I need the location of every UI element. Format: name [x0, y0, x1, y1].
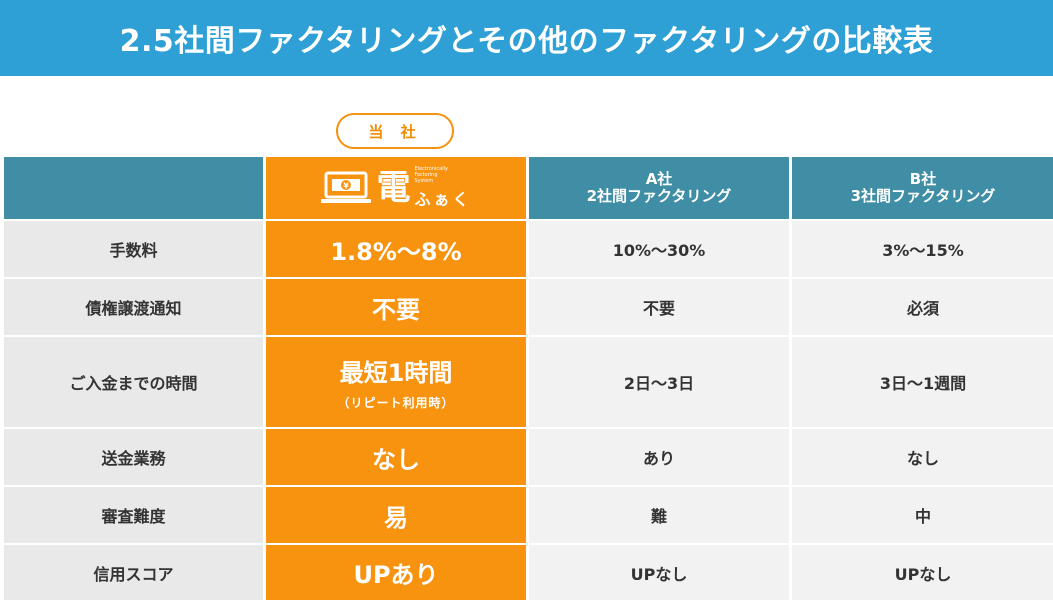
ours-value-cell: 最短1時間 （リピート利用時）	[266, 337, 526, 427]
ours-value: 1.8%〜8%	[266, 221, 526, 277]
page-title: 2.5社間ファクタリングとその他のファクタリングの比較表	[0, 0, 1053, 76]
row-label: 信用スコア	[4, 545, 263, 600]
company-b-value: なし	[792, 429, 1053, 485]
header-company-a: A社 2社間ファクタリング	[529, 157, 789, 219]
row-label: 審査難度	[4, 487, 263, 543]
header-company-b: B社 3社間ファクタリング	[792, 157, 1053, 219]
header-empty-cell	[4, 157, 263, 219]
company-b-value: UPなし	[792, 545, 1053, 600]
comparison-table: ¥ 電 Electronically Factoring System ふぁく …	[4, 157, 1053, 600]
logo-kanji: 電	[376, 168, 411, 208]
company-a-value: 10%〜30%	[529, 221, 789, 277]
logo-kana: ふぁく	[414, 190, 472, 209]
ours-value: なし	[266, 429, 526, 485]
company-b-value: 中	[792, 487, 1053, 543]
ours-value: UPあり	[266, 545, 526, 600]
company-b-value: 3日〜1週間	[792, 337, 1053, 427]
company-a-value: UPなし	[529, 545, 789, 600]
company-b-value: 必須	[792, 279, 1053, 335]
svg-text:¥: ¥	[344, 182, 350, 191]
row-label: ご入金までの時間	[4, 337, 263, 427]
row-label: 手数料	[4, 221, 263, 277]
company-a-value: 2日〜3日	[529, 337, 789, 427]
ours-value: 易	[266, 487, 526, 543]
company-a-type: 2社間ファクタリング	[586, 187, 732, 205]
company-b-value: 3%〜15%	[792, 221, 1053, 277]
row-label: 送金業務	[4, 429, 263, 485]
ours-badge: 当 社	[336, 113, 454, 149]
ours-value-note: （リピート利用時）	[337, 396, 455, 410]
ours-value: 不要	[266, 279, 526, 335]
company-a-name: A社	[645, 170, 673, 188]
ours-value: 最短1時間	[339, 359, 453, 387]
company-a-value: 難	[529, 487, 789, 543]
ours-header-cell: ¥ 電 Electronically Factoring System ふぁく	[266, 157, 526, 219]
company-b-name: B社	[909, 170, 937, 188]
company-a-value: あり	[529, 429, 789, 485]
company-b-type: 3社間ファクタリング	[850, 187, 996, 205]
logo-english-line: Electronically	[414, 166, 448, 172]
laptop-yen-icon: ¥	[321, 171, 372, 203]
logo-english-line: System	[414, 178, 434, 184]
row-label: 債権譲渡通知	[4, 279, 263, 335]
company-a-value: 不要	[529, 279, 789, 335]
denfac-logo: ¥ 電 Electronically Factoring System ふぁく	[320, 166, 471, 210]
logo-english-line: Factoring	[414, 172, 438, 178]
